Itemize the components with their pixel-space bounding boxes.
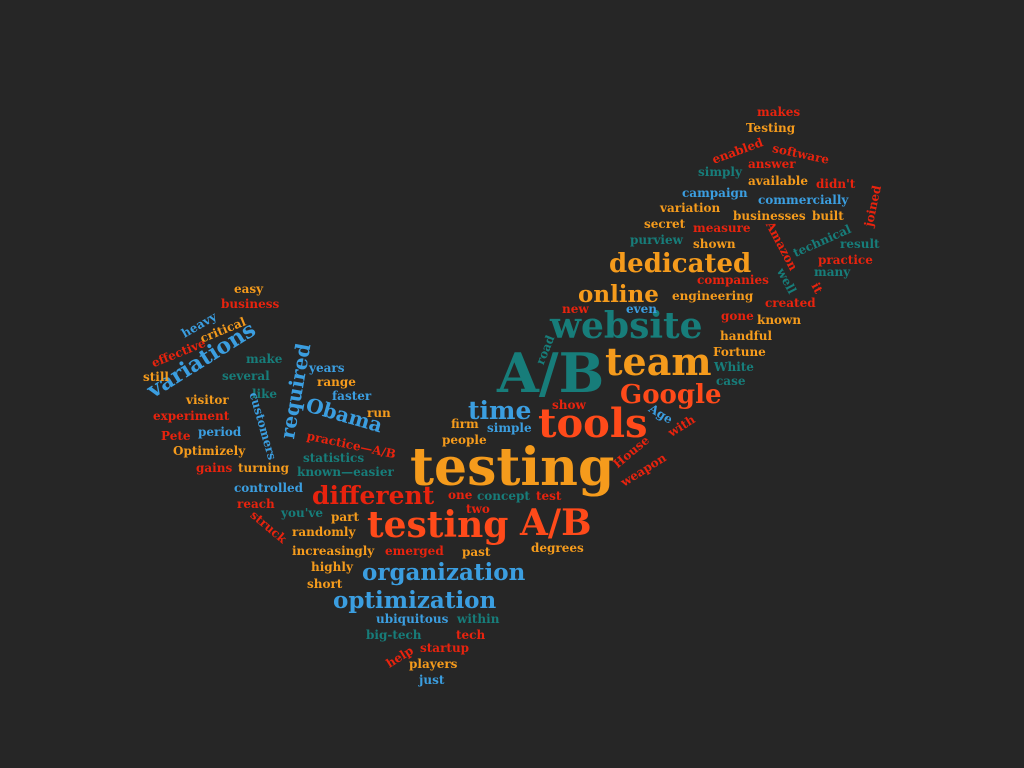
word-players: players bbox=[409, 657, 458, 671]
word-firm: firm bbox=[451, 417, 479, 431]
word-youve: you've bbox=[281, 506, 323, 520]
word-startup: startup bbox=[420, 641, 470, 655]
word-even: even bbox=[626, 302, 657, 316]
word-answer: answer bbox=[748, 157, 796, 171]
word-tech: tech bbox=[456, 628, 486, 642]
word-website: website bbox=[550, 305, 703, 347]
word-increasingly: increasingly bbox=[292, 544, 375, 558]
word-different: different bbox=[312, 481, 435, 510]
word-ab-large: A/B bbox=[497, 341, 605, 405]
word-still: still bbox=[143, 370, 169, 384]
word-short: short bbox=[307, 577, 343, 591]
word-gone: gone bbox=[721, 309, 754, 323]
word-make: make bbox=[246, 352, 283, 366]
word-campaign: campaign bbox=[682, 186, 748, 200]
word-people: people bbox=[442, 433, 487, 447]
word-fortune: Fortune bbox=[713, 345, 766, 359]
word-period: period bbox=[198, 425, 242, 439]
word-testing-small: Testing bbox=[746, 121, 796, 135]
word-measure: measure bbox=[693, 221, 751, 235]
word-didnt: didn't bbox=[816, 177, 856, 191]
word-joined: joined bbox=[861, 184, 885, 228]
word-just: just bbox=[419, 673, 445, 687]
word-case: case bbox=[716, 374, 746, 388]
word-handful: handful bbox=[720, 329, 773, 343]
word-statistics: statistics bbox=[303, 451, 365, 465]
word-commercially: commercially bbox=[758, 193, 849, 207]
word-simple: simple bbox=[487, 421, 532, 435]
word-randomly: randomly bbox=[292, 525, 356, 539]
word-required: required bbox=[275, 341, 316, 441]
word-team: team bbox=[605, 339, 712, 384]
word-show: show bbox=[552, 398, 586, 412]
word-known-easier: known—easier bbox=[297, 465, 394, 479]
word-within: within bbox=[457, 612, 500, 626]
word-range: range bbox=[317, 375, 356, 389]
word-run: run bbox=[367, 406, 391, 420]
word-practice: practice bbox=[818, 253, 873, 267]
word-several: several bbox=[222, 369, 270, 383]
word-purview: purview bbox=[630, 233, 683, 247]
word-tools: tools bbox=[538, 400, 648, 447]
word-concept: concept bbox=[477, 489, 530, 503]
word-well: well bbox=[774, 265, 800, 297]
word-optimization: optimization bbox=[333, 587, 497, 614]
word-business: business bbox=[221, 297, 280, 311]
word-organization: organization bbox=[362, 559, 526, 586]
word-businesses: businesses bbox=[733, 209, 806, 223]
word-engineering: engineering bbox=[672, 289, 754, 303]
word-big-tech: big-tech bbox=[366, 628, 422, 642]
word-test: test bbox=[536, 489, 562, 503]
word-experiment: experiment bbox=[153, 409, 230, 423]
word-simply: simply bbox=[698, 165, 742, 179]
word-gains: gains bbox=[196, 461, 233, 475]
word-emerged: emerged bbox=[385, 544, 444, 558]
word-customers: customers bbox=[246, 390, 280, 462]
word-new: new bbox=[562, 302, 589, 316]
word-past: past bbox=[462, 545, 491, 559]
word-faster: faster bbox=[332, 389, 372, 403]
word-ubiquitous: ubiquitous bbox=[376, 612, 449, 626]
word-it: it bbox=[808, 280, 826, 296]
word-white: White bbox=[714, 360, 754, 374]
word-built: built bbox=[812, 209, 844, 223]
word-result: result bbox=[840, 237, 880, 251]
word-created: created bbox=[765, 296, 816, 310]
word-dedicated: dedicated bbox=[609, 249, 752, 279]
word-time: time bbox=[468, 396, 532, 425]
word-turning: turning bbox=[238, 461, 289, 475]
word-ab-second: A/B bbox=[520, 502, 592, 544]
word-visitor: visitor bbox=[186, 393, 229, 407]
word-optimizely: Optimizely bbox=[173, 444, 246, 458]
word-controlled: controlled bbox=[234, 481, 304, 495]
word-degrees: degrees bbox=[531, 541, 584, 555]
word-makes: makes bbox=[757, 105, 801, 119]
word-reach: reach bbox=[237, 497, 275, 511]
word-highly: highly bbox=[311, 560, 353, 574]
word-shown: shown bbox=[693, 237, 736, 251]
word-online: online bbox=[578, 281, 659, 308]
word-known: known bbox=[757, 313, 802, 327]
word-many: many bbox=[814, 265, 851, 279]
word-two: two bbox=[466, 502, 490, 516]
word-part: part bbox=[331, 510, 360, 524]
word-secret: secret bbox=[644, 217, 686, 231]
word-easy: easy bbox=[234, 282, 264, 296]
word-years: years bbox=[309, 361, 345, 375]
word-one: one bbox=[448, 488, 473, 502]
word-testing-second: testing bbox=[367, 504, 509, 546]
word-companies: companies bbox=[697, 273, 769, 287]
word-testing-large: testing bbox=[410, 437, 615, 498]
word-pete: Pete bbox=[161, 429, 191, 443]
word-like: like bbox=[252, 387, 278, 401]
word-available: available bbox=[748, 174, 808, 188]
word-google: Google bbox=[620, 380, 722, 410]
word-variation: variation bbox=[660, 201, 721, 215]
